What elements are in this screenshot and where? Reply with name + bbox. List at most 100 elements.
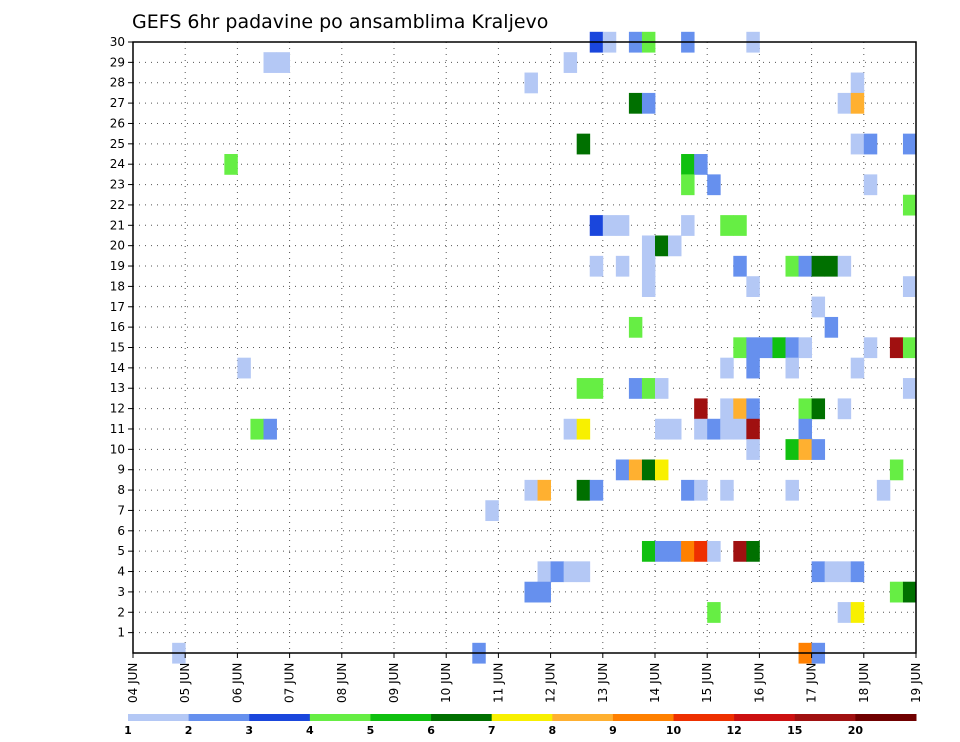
y-tick-label: 13 <box>110 381 125 395</box>
heatmap-cell <box>798 337 812 359</box>
heatmap-cell <box>720 418 734 440</box>
heatmap-cell <box>655 459 669 481</box>
y-tick-label: 14 <box>110 361 125 375</box>
y-tick-label: 17 <box>110 300 125 314</box>
legend-label: 20 <box>848 724 864 737</box>
heatmap-cell <box>850 602 865 623</box>
heatmap-cell <box>655 418 669 440</box>
heatmap-cell <box>733 215 747 236</box>
heatmap-cell <box>576 561 591 583</box>
heatmap-cell <box>589 255 604 277</box>
legend-label: 8 <box>548 724 556 737</box>
x-tick-label: 18 JUN <box>857 663 871 703</box>
x-tick-label: 13 JUN <box>596 663 610 703</box>
heatmap-cell <box>746 418 760 440</box>
heatmap-cell <box>798 398 812 420</box>
heatmap-cell <box>811 561 826 583</box>
y-tick-label: 6 <box>117 524 125 538</box>
heatmap-cell <box>537 561 551 583</box>
legend-swatch <box>552 714 614 721</box>
y-tick-label: 5 <box>117 544 125 558</box>
heatmap-cell <box>824 561 839 583</box>
y-tick-label: 16 <box>110 320 125 334</box>
legend-swatch <box>612 714 675 721</box>
heatmap-cell <box>785 479 799 501</box>
y-tick-label: 25 <box>110 137 125 151</box>
color-legend: 1 2 3 4 5 6 7 8 9 10 12 15 20 <box>124 714 917 737</box>
heatmap-cell <box>811 255 826 277</box>
y-tick-label: 15 <box>110 341 125 355</box>
y-tick-label: 4 <box>117 565 125 579</box>
heatmap-cell <box>655 235 669 257</box>
heatmap-cell <box>746 357 760 379</box>
heatmap-cell <box>746 540 760 562</box>
heatmap-cell <box>811 296 826 318</box>
x-tick-label: 16 JUN <box>752 663 766 703</box>
legend-swatch <box>188 714 250 721</box>
y-tick-label: 22 <box>110 198 125 212</box>
heatmap-cell <box>733 255 747 277</box>
heatmap-cell <box>785 439 799 460</box>
x-tick-label: 04 JUN <box>126 663 140 703</box>
heatmap-cell <box>615 215 630 236</box>
heatmap-cell <box>811 439 826 460</box>
heatmap-cell <box>550 561 565 583</box>
heatmap-cell <box>655 540 669 562</box>
x-tick-label: 19 JUN <box>909 663 923 703</box>
legend-swatch <box>673 714 735 721</box>
heatmap-cell <box>850 92 865 114</box>
heatmap-cell <box>628 316 643 338</box>
x-tick-label: 12 JUN <box>544 663 558 703</box>
y-tick-label: 20 <box>110 239 125 253</box>
y-tick-label: 23 <box>110 178 125 192</box>
heatmap-cell <box>628 378 643 399</box>
heatmap-cell <box>733 418 747 440</box>
heatmap-cell <box>641 255 656 277</box>
y-tick-label: 12 <box>110 402 125 416</box>
x-tick-label: 10 JUN <box>439 663 453 703</box>
heatmap-cell <box>563 418 578 440</box>
heatmap-cell <box>576 418 591 440</box>
heatmap-cell <box>746 439 760 460</box>
heatmap-cell <box>785 255 799 277</box>
heatmap-cell <box>615 459 630 481</box>
heatmap-cell <box>263 52 277 73</box>
heatmap-cell <box>681 479 695 501</box>
heatmap-cell <box>772 337 786 359</box>
heatmap-cell <box>537 581 551 603</box>
heatmap-cell <box>681 154 695 175</box>
heatmap-cell <box>250 418 264 440</box>
y-tick-label: 27 <box>110 96 125 110</box>
y-tick-label: 7 <box>117 503 125 517</box>
heatmap-cell <box>707 540 721 562</box>
legend-label: 9 <box>609 724 617 737</box>
legend-label: 12 <box>726 724 741 737</box>
legend-label: 3 <box>245 724 253 737</box>
legend-swatch <box>309 714 371 721</box>
heatmap-cell <box>641 459 656 481</box>
heatmap-cell <box>746 276 760 297</box>
legend-swatch <box>370 714 432 721</box>
legend-label: 5 <box>367 724 375 737</box>
heatmap-cell <box>641 235 656 257</box>
x-tick-label: 15 JUN <box>700 663 714 703</box>
heatmap-cell <box>824 316 839 338</box>
y-tick-label: 19 <box>110 259 125 273</box>
legend-label: 15 <box>787 724 802 737</box>
heatmap-cell <box>720 398 734 420</box>
heatmap-cell <box>733 540 747 562</box>
data-cells <box>172 31 917 664</box>
heatmap-cell <box>707 602 721 623</box>
y-tick-label: 2 <box>117 605 125 619</box>
chart-title: GEFS 6hr padavine po ansamblima Kraljevo <box>132 11 548 33</box>
heatmap-cell <box>668 235 682 257</box>
heatmap-cell <box>902 276 917 297</box>
heatmap-cell <box>524 581 538 603</box>
y-tick-label: 24 <box>110 157 125 171</box>
y-tick-label: 10 <box>110 442 125 456</box>
heatmap-cell <box>863 133 878 155</box>
x-axis: 04 JUN 05 JUN 06 JUN 07 JUN 08 JUN 09 JUN 10 J… <box>126 653 923 703</box>
heatmap-cell <box>720 357 734 379</box>
x-tick-label: 14 JUN <box>648 663 662 703</box>
heatmap-cell <box>641 92 656 114</box>
